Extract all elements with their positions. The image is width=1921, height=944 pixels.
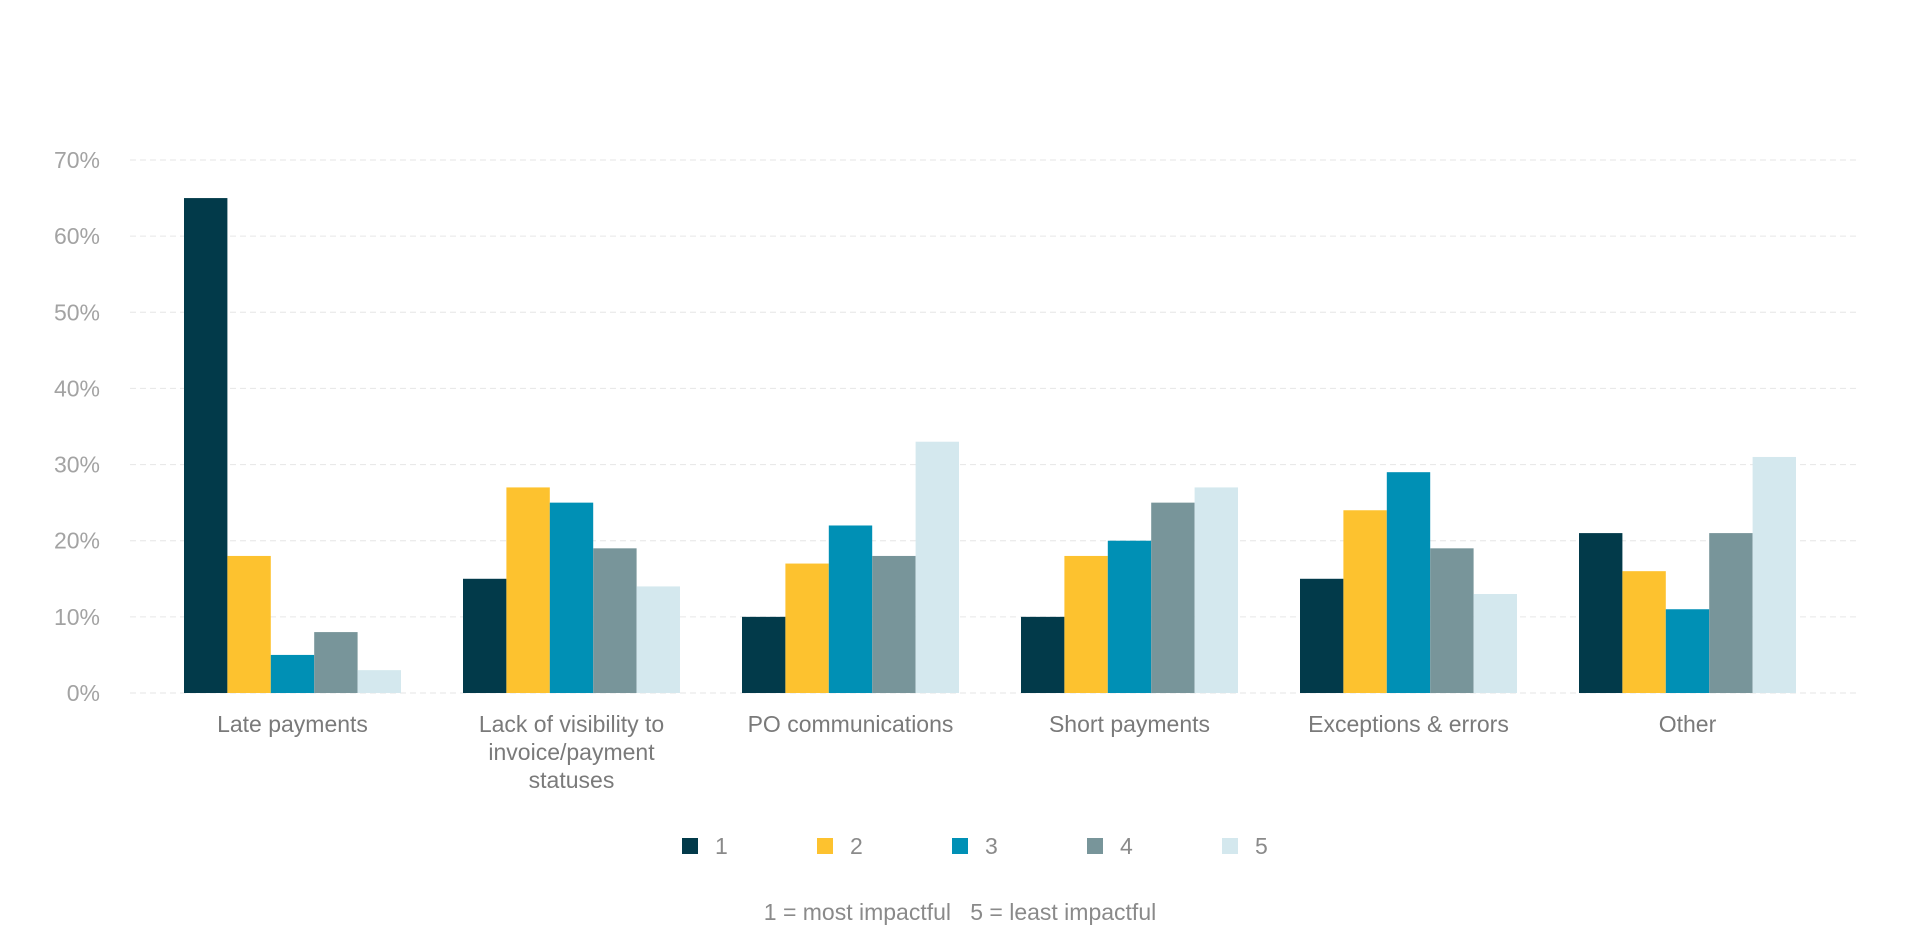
legend-label: 4 <box>1120 833 1133 859</box>
x-category-label: Lack of visibility to invoice/payment stat… <box>479 711 664 793</box>
legend-label: 3 <box>985 833 998 859</box>
bar-series-3 <box>828 525 873 693</box>
bar-series-4 <box>872 555 916 693</box>
legend-swatch <box>817 838 833 854</box>
bar-series-3 <box>549 502 594 693</box>
legend-swatch <box>1222 838 1238 854</box>
y-tick-label: 70% <box>54 147 100 173</box>
legend-swatch <box>952 838 968 854</box>
bar-series-1 <box>463 578 507 693</box>
bar-series-5 <box>636 586 680 693</box>
legend-swatch <box>1087 838 1103 854</box>
bar-series-3 <box>1107 540 1152 693</box>
bar-series-4 <box>593 548 637 693</box>
bar-series-1 <box>184 198 228 694</box>
bar-series-5 <box>357 670 401 693</box>
bar-series-5 <box>1194 487 1238 693</box>
y-tick-label: 30% <box>54 452 100 478</box>
footnote: 1 = most impactful 5 = least impactful <box>764 899 1156 925</box>
x-axis: Late payments Lack of visibility to invoic… <box>217 711 1717 793</box>
y-axis: 0% 10% 20% 30% 40% 50% 60% 70% <box>54 147 100 706</box>
legend-label: 2 <box>850 833 863 859</box>
bar-series-5 <box>1473 594 1517 693</box>
bar-series-2 <box>506 487 550 693</box>
legend-label: 5 <box>1255 833 1268 859</box>
bar-series-3 <box>1386 472 1431 693</box>
bar-series-1 <box>1021 616 1065 693</box>
legend-label: 1 <box>715 833 728 859</box>
y-tick-label: 40% <box>54 375 100 401</box>
y-tick-label: 10% <box>54 604 100 630</box>
x-category-label: PO communications <box>748 711 954 737</box>
bar-series <box>184 198 1796 694</box>
x-category-label: Late payments <box>217 711 368 737</box>
bar-series-3 <box>270 654 315 693</box>
bar-series-2 <box>785 563 829 693</box>
y-tick-label: 50% <box>54 299 100 325</box>
bar-series-1 <box>1579 533 1623 693</box>
bar-series-3 <box>1665 609 1710 693</box>
y-tick-label: 60% <box>54 223 100 249</box>
bar-series-5 <box>1752 456 1796 693</box>
x-category-label: Short payments <box>1049 711 1210 737</box>
bar-series-2 <box>1622 571 1666 693</box>
bar-series-1 <box>742 616 786 693</box>
y-tick-label: 20% <box>54 528 100 554</box>
bar-series-4 <box>1151 502 1195 693</box>
bar-series-4 <box>1709 533 1753 693</box>
bar-series-4 <box>1430 548 1474 693</box>
legend-swatch <box>682 838 698 854</box>
x-category-label: Exceptions & errors <box>1308 711 1509 737</box>
grid-lines <box>130 159 1860 694</box>
bar-series-4 <box>314 632 358 693</box>
y-tick-label: 0% <box>67 680 100 706</box>
bar-series-2 <box>1343 510 1387 693</box>
bar-series-5 <box>915 441 959 693</box>
legend: 1 2 3 4 5 <box>682 833 1268 859</box>
bar-series-2 <box>227 555 271 693</box>
x-category-label: Other <box>1659 711 1717 737</box>
bar-series-2 <box>1064 555 1108 693</box>
bar-series-1 <box>1300 578 1344 693</box>
